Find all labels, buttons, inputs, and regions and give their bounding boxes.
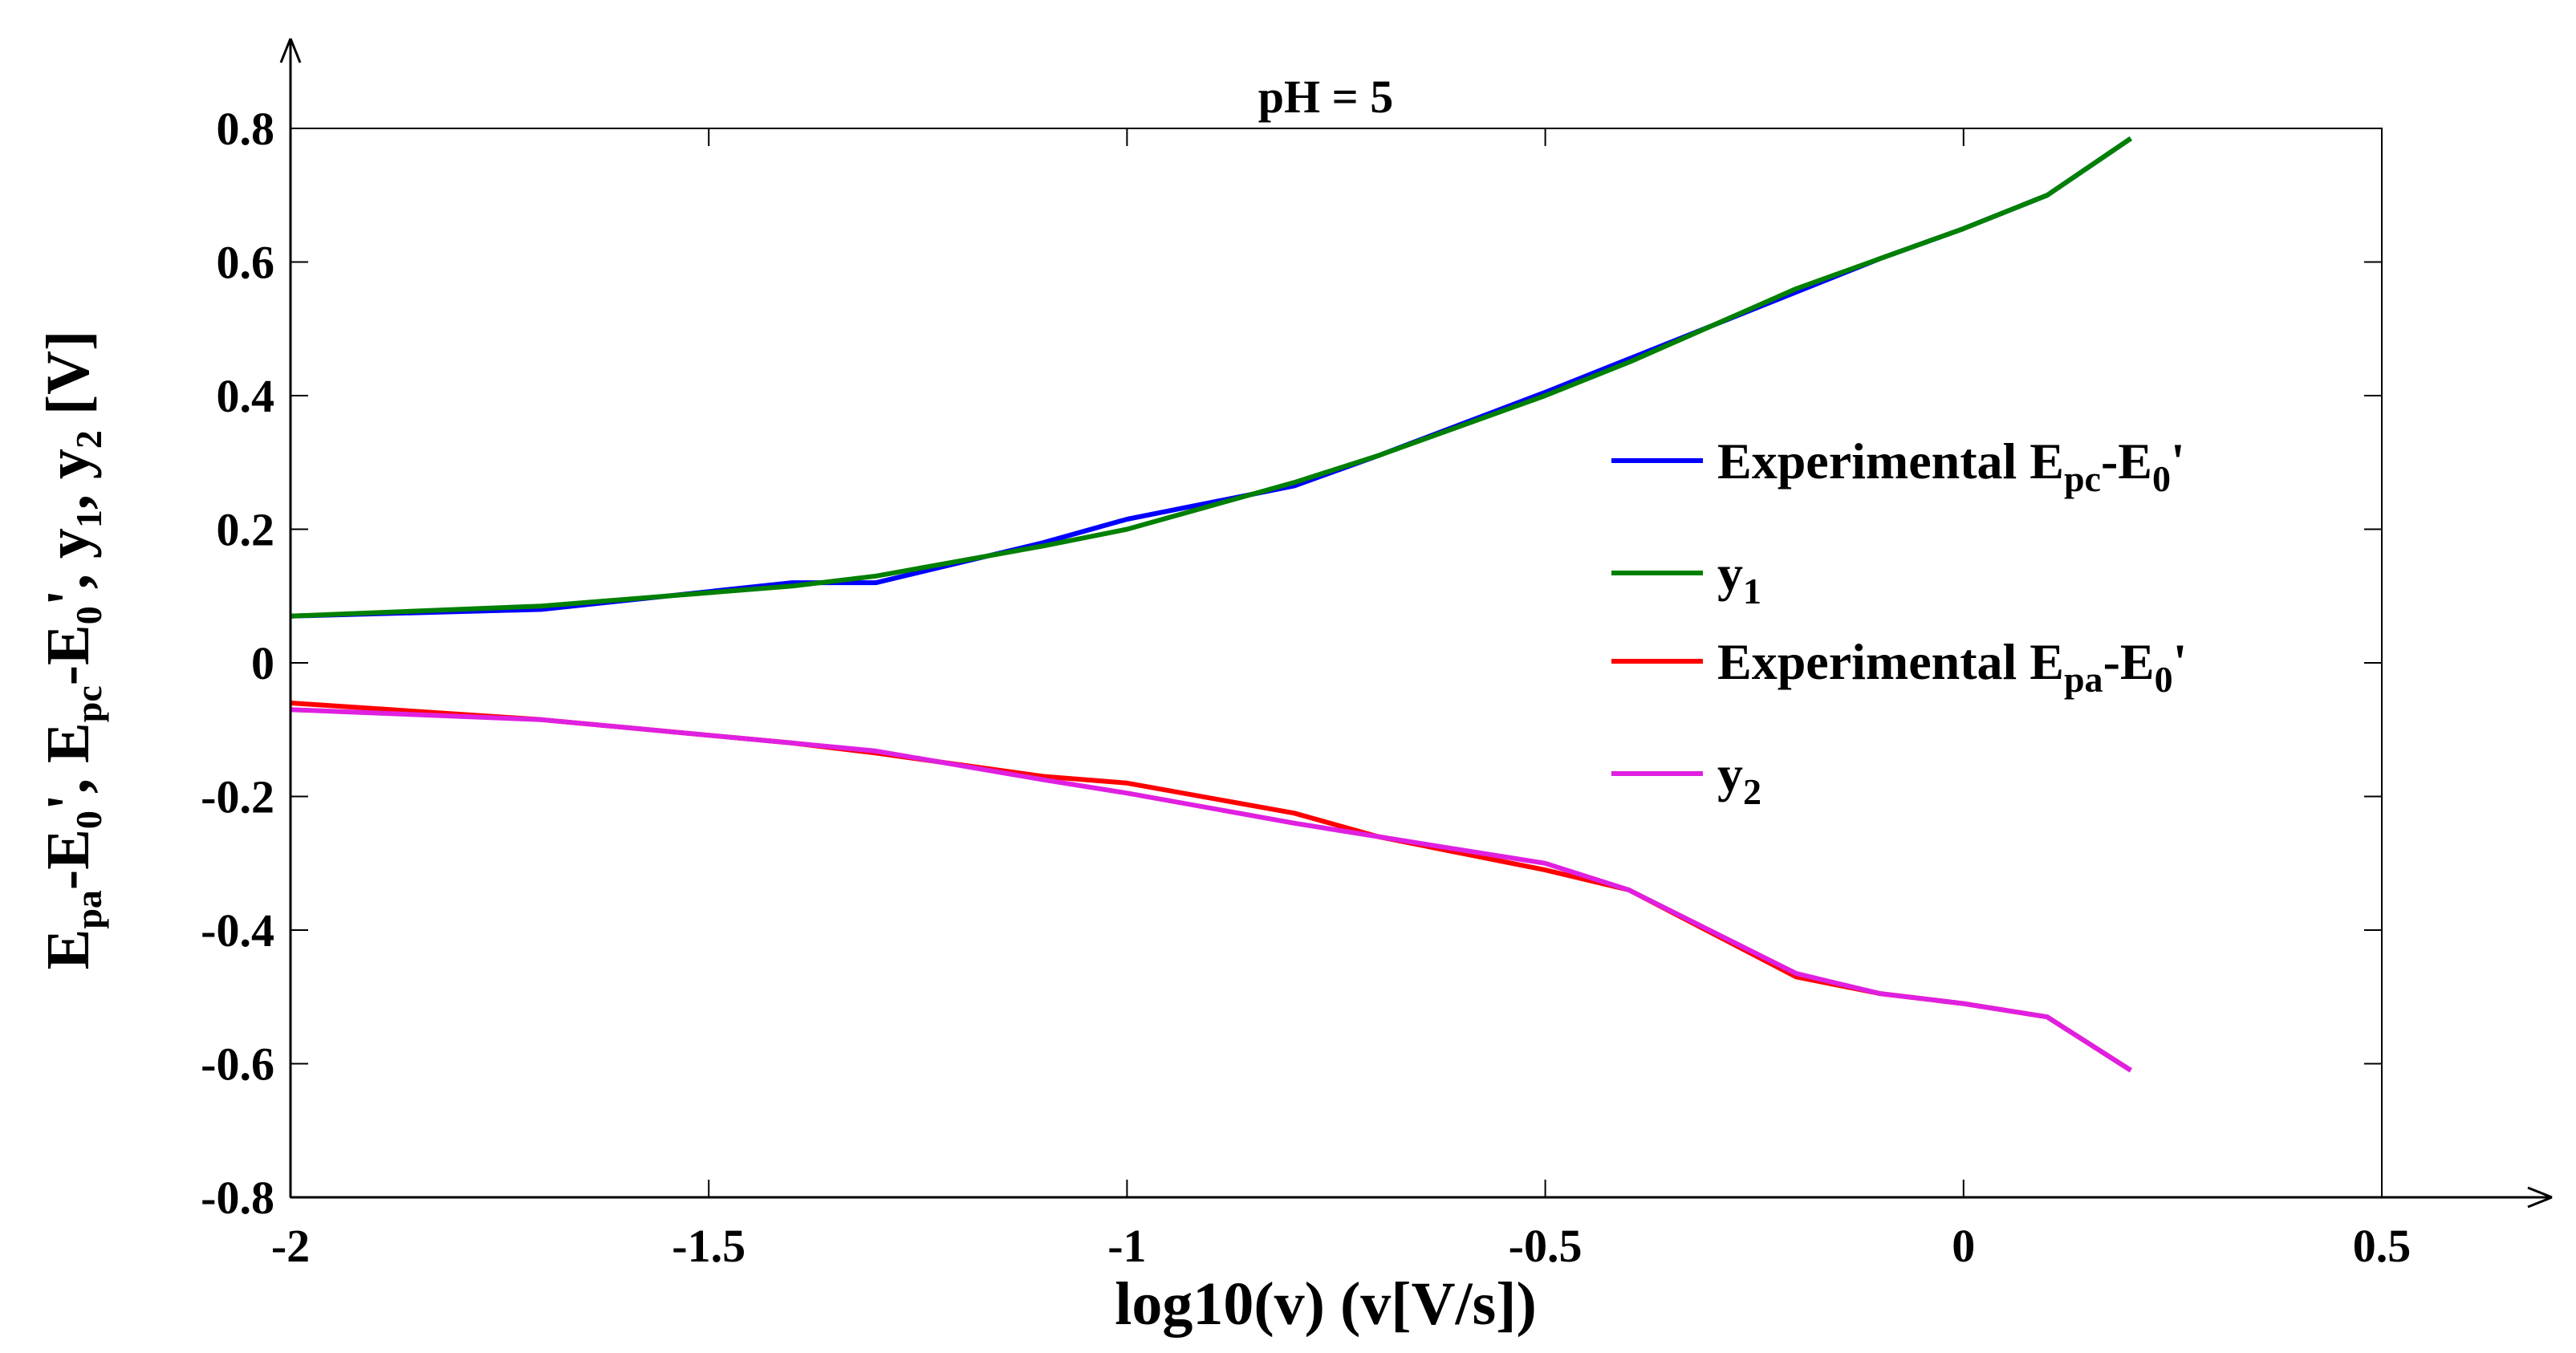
series-line-2: [290, 136, 2132, 619]
text-part: Experimental E: [1717, 633, 2064, 690]
x-tick-label: 0.5: [2353, 1220, 2411, 1272]
y-tick-label: -0.4: [201, 904, 274, 957]
text-part: Experimental E: [1717, 433, 2064, 490]
text-part: ': [2173, 633, 2188, 690]
subscript: 0: [2155, 659, 2173, 700]
legend-label-3: Experimental Epa-E0': [1717, 633, 2187, 700]
text-part: -E: [35, 829, 102, 890]
text-part: y: [1717, 746, 1743, 802]
x-axis-arrow-icon: [2527, 1186, 2553, 1209]
text-part: -E: [35, 624, 102, 685]
y-tick-label: -0.8: [201, 1172, 274, 1224]
text-part: ', E: [35, 722, 102, 811]
axis-arrows: [279, 38, 2553, 1209]
x-tick-label: -1.5: [672, 1220, 746, 1272]
subscript: pa: [2064, 659, 2103, 700]
subscript: 0: [68, 606, 109, 624]
text-part: -E: [2101, 433, 2152, 490]
legend-label-4: y2: [1717, 746, 1761, 812]
y-axis-arrow-icon: [279, 38, 302, 63]
subscript: 0: [68, 811, 109, 829]
legend-label-2: y1: [1717, 545, 1761, 611]
subscript: pc: [68, 685, 109, 722]
y-tick-label: 0.4: [217, 370, 275, 422]
y-tick-label: 0: [251, 637, 274, 689]
subscript: pc: [2064, 458, 2101, 499]
subscript: 1: [1743, 571, 1761, 611]
x-tick-label: -1: [1107, 1220, 1146, 1272]
subscript: 2: [1743, 771, 1761, 812]
subscript: 0: [2152, 458, 2171, 499]
series-lines: [290, 136, 2132, 1073]
text-part: , y: [35, 449, 102, 510]
text-part: E: [35, 929, 102, 970]
subscript: 2: [68, 430, 109, 449]
y-tick-label: 0.6: [217, 237, 275, 289]
text-part: y: [1717, 545, 1743, 602]
text-part: [V]: [35, 331, 102, 431]
y-tick-label: 0.8: [217, 103, 275, 155]
chart-title: pH = 5: [1258, 71, 1393, 123]
series-line-4: [290, 707, 2132, 1073]
text-part: -E: [2103, 633, 2155, 690]
x-tick-label: 0: [1952, 1220, 1975, 1272]
subscript: pa: [68, 890, 109, 929]
text-part: ', y: [35, 528, 102, 606]
y-tick-label: -0.6: [201, 1038, 274, 1091]
y-tick-label: -0.2: [201, 771, 274, 823]
x-axis-label: log10(v) (v[V/s]): [1115, 1270, 1537, 1338]
x-tick-label: -0.5: [1509, 1220, 1583, 1272]
subscript: 1: [68, 510, 109, 528]
x-tick-label: -2: [271, 1220, 310, 1272]
y-tick-label: 0.2: [217, 504, 275, 556]
text-part: ': [2171, 433, 2185, 490]
y-axis-label: Epa-E0', Epc-E0', y1, y2 [V]: [35, 331, 109, 970]
tick-labels: -2 -1.5 -1 -0.5 0 0.5 -0.8 -0.6 -0.4 -0.2 0 0.2 0.4 0…: [201, 103, 2411, 1272]
legend-label-1: Experimental Epc-E0': [1717, 433, 2185, 499]
